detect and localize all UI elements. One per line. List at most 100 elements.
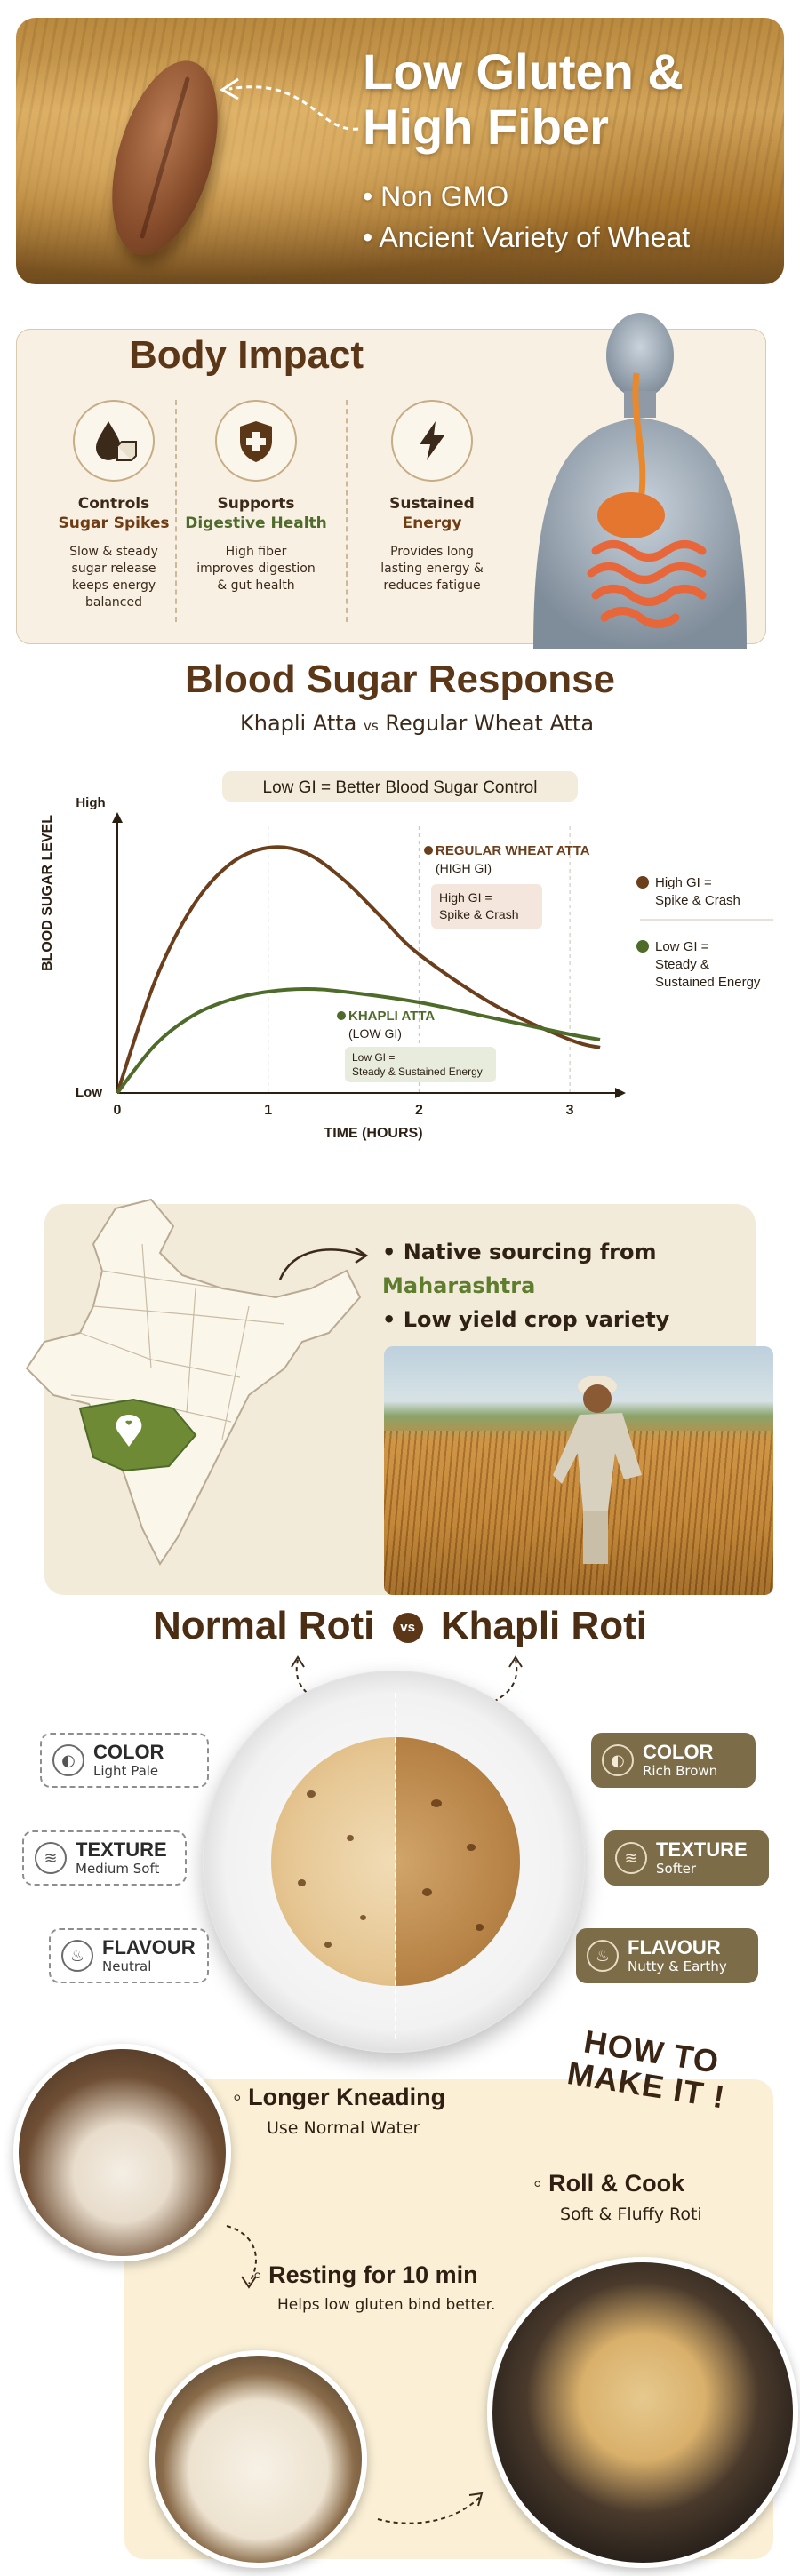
pill-subtext: Neutral [102,1958,152,1974]
blood-sugar-chart: Low GI = Better Blood Sugar Control BLOO… [40,771,773,1141]
hero-title-line2: High Fiber [363,99,609,155]
step-heading-kneading: Longer Kneading [233,2084,445,2111]
y-tick-low: Low [76,1085,102,1100]
flavour-icon: ♨ [61,1940,93,1972]
impact-desc-line: lasting energy & [380,562,484,576]
series-marker-khapli [337,1011,346,1020]
impact-heading-line2: Energy [402,514,462,532]
pill-heading: FLAVOUR [628,1936,721,1958]
pill-heading: COLOR [643,1741,714,1763]
curved-arrow-icon [220,77,359,131]
callout-khapli-line2: Steady & Sustained Energy [352,1065,483,1078]
legend-low-line2: Steady & [655,957,709,972]
hero-points: Non GMO Ancient Variety of Wheat [363,176,690,258]
shield-plus-icon [215,400,297,482]
roti-title-normal: Normal Roti [152,1604,375,1647]
normal-flavour-pill: ♨ FLAVOUR Neutral [49,1928,209,1983]
sourcing-point: Low yield crop variety [382,1303,800,1336]
farmer-photo [384,1346,773,1595]
color-swatch-icon: ◐ [52,1744,84,1776]
series-label-khapli: KHAPLI ATTA [348,1009,435,1024]
impact-desc-line: Provides long [390,545,474,559]
impact-item-digestion: Supports Digestive Health High fiber imp… [176,400,336,594]
impact-heading-line2: Sugar Spikes [58,514,170,532]
curved-arrow-icon [278,1247,369,1280]
callout-regular-line2: Spike & Crash [439,907,518,921]
x-tick-label: 1 [264,1103,272,1118]
hero-title-line1: Low Gluten & [363,44,684,100]
subtitle-vs: vs [364,718,379,734]
maharashtra-region [78,1398,197,1472]
impact-item-energy: Sustained Energy Provides long lasting e… [352,400,512,594]
impact-divider [175,400,177,622]
curved-arrow-icon [377,2492,484,2524]
sourcing-points: Native sourcing from Maharashtra Low yie… [382,1235,800,1336]
series-sublabel-regular: (HIGH GI) [436,861,492,875]
texture-icon: ≋ [35,1842,67,1874]
resting-dough-photo [149,2350,367,2568]
subtitle-khapli: Khapli Atta [240,711,357,736]
cooking-roti-photo [487,2257,798,2568]
sugar-drop-icon [73,400,155,482]
curved-arrow-icon [291,1655,321,1703]
pill-subtext: Rich Brown [643,1763,718,1779]
pill-subtext: Light Pale [93,1763,159,1779]
callout-box-khapli [345,1047,496,1082]
farmer-figure [553,1376,642,1564]
roti-title-khapli: Khapli Roti [440,1604,648,1647]
series-sublabel-khapli: (LOW GI) [348,1026,402,1041]
flavour-icon: ♨ [587,1940,619,1972]
series-line-khapli [116,986,601,1095]
x-ticks: 0 1 2 3 [114,1103,574,1118]
legend-swatch-low [636,940,649,953]
series-marker-regular [424,846,433,855]
callout-regular-line1: High GI = [439,890,492,905]
step-sub-roll: Soft & Fluffy Roti [560,2205,702,2224]
step-heading-resting: Resting for 10 min [253,2261,478,2289]
roti-vs-badge: vs [392,1613,423,1644]
chart-ylabel: BLOOD SUGAR LEVEL [40,815,55,971]
impact-heading-line1: Supports [217,495,295,513]
body-impact-title: Body Impact [129,333,364,377]
sourcing-point1-prefix: Native sourcing from [403,1240,657,1264]
series-line-regular-wheat [116,845,601,1094]
impact-desc-line: High fiber [225,545,287,559]
impact-desc-line: sugar release [71,562,156,576]
impact-heading: Controls Sugar Spikes [34,494,194,533]
step-sub-resting: Helps low gluten bind better. [277,2296,496,2314]
normal-texture-pill: ≋ TEXTURE Medium Soft [22,1830,187,1886]
sourcing-point: Native sourcing from Maharashtra [382,1235,800,1303]
chart-xlabel: TIME (HOURS) [324,1126,422,1141]
impact-desc-line: improves digestion [196,562,316,576]
khapli-texture-pill: ≋ TEXTURE Softer [604,1830,769,1886]
legend-high-line1: High GI = [655,875,712,890]
blood-sugar-title: Blood Sugar Response [184,658,616,701]
pill-subtext: Medium Soft [76,1861,160,1877]
impact-desc-line: balanced [84,595,142,610]
chart-title: Low GI = Better Blood Sugar Control [263,778,538,797]
normal-color-pill: ◐ COLOR Light Pale [40,1733,209,1788]
khapli-flavour-pill: ♨ FLAVOUR Nutty & Earthy [576,1928,758,1983]
location-pin-icon [116,1415,142,1447]
y-tick-high: High [76,795,105,810]
comparison-divider [395,1693,396,2039]
callout-box-regular [431,884,542,929]
legend-low-line3: Sustained Energy [655,975,761,990]
impact-heading-line1: Sustained [389,495,475,513]
impact-item-sugar: Controls Sugar Spikes Slow & steady suga… [34,400,194,611]
curved-arrow-icon [226,2225,257,2289]
x-tick-label: 2 [415,1103,423,1118]
impact-heading-line1: Controls [77,495,150,513]
impact-description: Provides long lasting energy & reduces f… [352,544,512,594]
chart-title-box [222,771,578,802]
hero-point: Non GMO [363,176,690,217]
blood-sugar-subtitle: Khapli Atta vs Regular Wheat Atta [240,711,594,736]
legend-high-line2: Spike & Crash [655,893,740,908]
subtitle-regular: Regular Wheat Atta [385,711,595,736]
hero-point: Ancient Variety of Wheat [363,217,690,258]
pill-subtext: Softer [656,1861,696,1877]
legend-low-line1: Low GI = [655,939,709,954]
pill-subtext: Nutty & Earthy [628,1958,727,1974]
sourcing-point1-accent: Maharashtra [382,1273,536,1298]
